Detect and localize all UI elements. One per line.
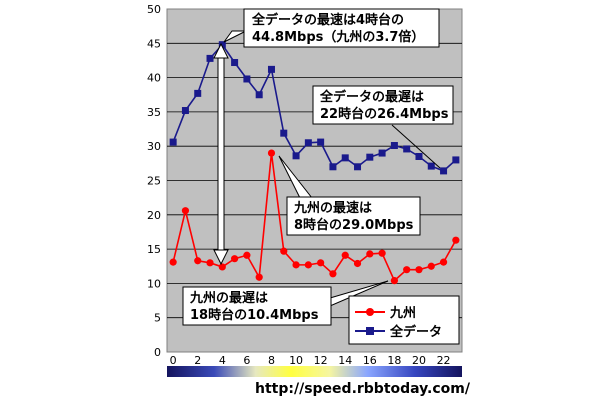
data-point — [206, 259, 214, 267]
data-point — [440, 167, 448, 175]
callout-fastest-all-line1: 全データの最速は4時台の — [251, 12, 404, 28]
data-point — [366, 250, 374, 258]
callout-fastest-kyushu: 九州の最速は 8時台の29.0Mbps — [278, 155, 421, 236]
x-tick-label: 18 — [387, 354, 401, 367]
data-point — [329, 270, 337, 278]
data-point — [231, 255, 239, 263]
x-tick-label: 8 — [268, 354, 275, 367]
arrow-head-bottom — [213, 249, 229, 266]
y-tick-label: 45 — [147, 37, 161, 50]
callout-fastest-kyushu-line1: 九州の最速は — [293, 200, 372, 216]
legend-item-all-data: 全データ — [355, 324, 442, 340]
data-point — [231, 59, 239, 67]
data-point — [181, 207, 190, 215]
legend: 九州 全データ — [348, 295, 460, 345]
callout-slowest-all-line1: 全データの最遅は — [319, 89, 424, 105]
data-point — [304, 139, 312, 147]
data-point — [304, 261, 312, 269]
callout-slowest-kyushu: 九州の最遅は 18時台の10.4Mbps — [182, 280, 389, 326]
x-tick-label: 12 — [314, 354, 328, 367]
data-point — [267, 149, 276, 157]
data-point — [427, 162, 435, 170]
x-tick-label: 22 — [437, 354, 451, 367]
data-point — [255, 273, 263, 281]
data-point — [194, 257, 202, 265]
callout-slowest-all-line2: 22時台の26.4Mbps — [320, 106, 449, 122]
data-point — [390, 277, 398, 285]
data-point — [341, 251, 349, 259]
x-tick-label: 2 — [194, 354, 201, 367]
data-point — [317, 259, 325, 267]
data-point — [415, 152, 423, 160]
y-axis-ticks: 0 5 10 15 20 25 30 35 40 45 50 — [147, 3, 161, 359]
callout-fastest-kyushu-line2: 8時台の29.0Mbps — [294, 217, 414, 233]
data-point — [378, 149, 386, 157]
callout-slowest-kyushu-line1: 九州の最遅は — [189, 291, 268, 306]
time-of-day-gradient-bar — [167, 366, 462, 377]
data-point — [169, 138, 177, 146]
x-tick-label: 10 — [289, 354, 303, 367]
data-point — [366, 153, 374, 161]
data-point — [218, 41, 226, 49]
y-tick-label: 30 — [147, 140, 161, 153]
y-tick-label: 10 — [147, 277, 161, 290]
y-tick-label: 5 — [154, 312, 161, 325]
data-point — [194, 89, 202, 97]
data-point — [403, 266, 411, 274]
data-point — [206, 54, 214, 62]
data-point — [452, 156, 460, 164]
y-tick-label: 35 — [147, 106, 161, 119]
y-tick-label: 25 — [147, 175, 161, 188]
data-point — [329, 163, 337, 171]
data-point — [317, 138, 325, 146]
callout-fastest-all-line2: 44.8Mbps（九州の3.7倍） — [252, 29, 424, 45]
data-point — [292, 261, 300, 269]
y-tick-label: 20 — [147, 209, 161, 222]
data-point — [427, 262, 435, 270]
data-point — [415, 266, 423, 274]
x-tick-label: 16 — [363, 354, 377, 367]
x-tick-label: 0 — [170, 354, 177, 367]
data-point — [403, 145, 411, 153]
callout-fastest-all: 全データの最速は4時台の 44.8Mbps（九州の3.7倍） — [223, 8, 440, 48]
x-tick-label: 20 — [412, 354, 426, 367]
data-point — [243, 75, 251, 83]
x-tick-label: 6 — [243, 354, 250, 367]
series-kyushu — [169, 149, 460, 285]
data-point — [292, 152, 300, 160]
legend-label-all-data: 全データ — [389, 324, 442, 340]
y-tick-label: 40 — [147, 72, 161, 85]
y-tick-label: 0 — [154, 346, 161, 359]
data-point — [169, 258, 177, 266]
data-point — [218, 263, 226, 271]
data-point — [354, 163, 362, 171]
callout-slowest-kyushu-line2: 18時台の10.4Mbps — [190, 307, 319, 323]
data-point — [439, 258, 448, 266]
arrow-head-top — [213, 42, 229, 59]
data-point — [378, 249, 386, 257]
x-tick-label: 4 — [219, 354, 226, 367]
legend-item-kyushu: 九州 — [355, 306, 416, 321]
data-point — [452, 236, 460, 244]
y-tick-label: 50 — [147, 3, 161, 16]
data-point — [390, 142, 398, 150]
data-point — [280, 129, 288, 137]
callout-slowest-all: 全データの最遅は 22時台の26.4Mbps — [312, 85, 454, 169]
x-tick-label: 14 — [338, 354, 352, 367]
data-point — [243, 251, 251, 259]
difference-arrow — [213, 42, 229, 266]
legend-label-kyushu: 九州 — [389, 306, 416, 321]
source-url: http://speed.rbbtoday.com/ — [255, 381, 470, 397]
data-point — [280, 247, 288, 255]
x-axis-ticks: 0 2 4 6 8 10 12 14 16 18 20 22 — [170, 354, 451, 367]
data-point — [341, 154, 349, 162]
data-point — [255, 91, 263, 99]
data-point — [267, 65, 275, 73]
y-tick-label: 15 — [147, 243, 161, 256]
data-point — [181, 107, 189, 115]
data-point — [353, 259, 362, 268]
